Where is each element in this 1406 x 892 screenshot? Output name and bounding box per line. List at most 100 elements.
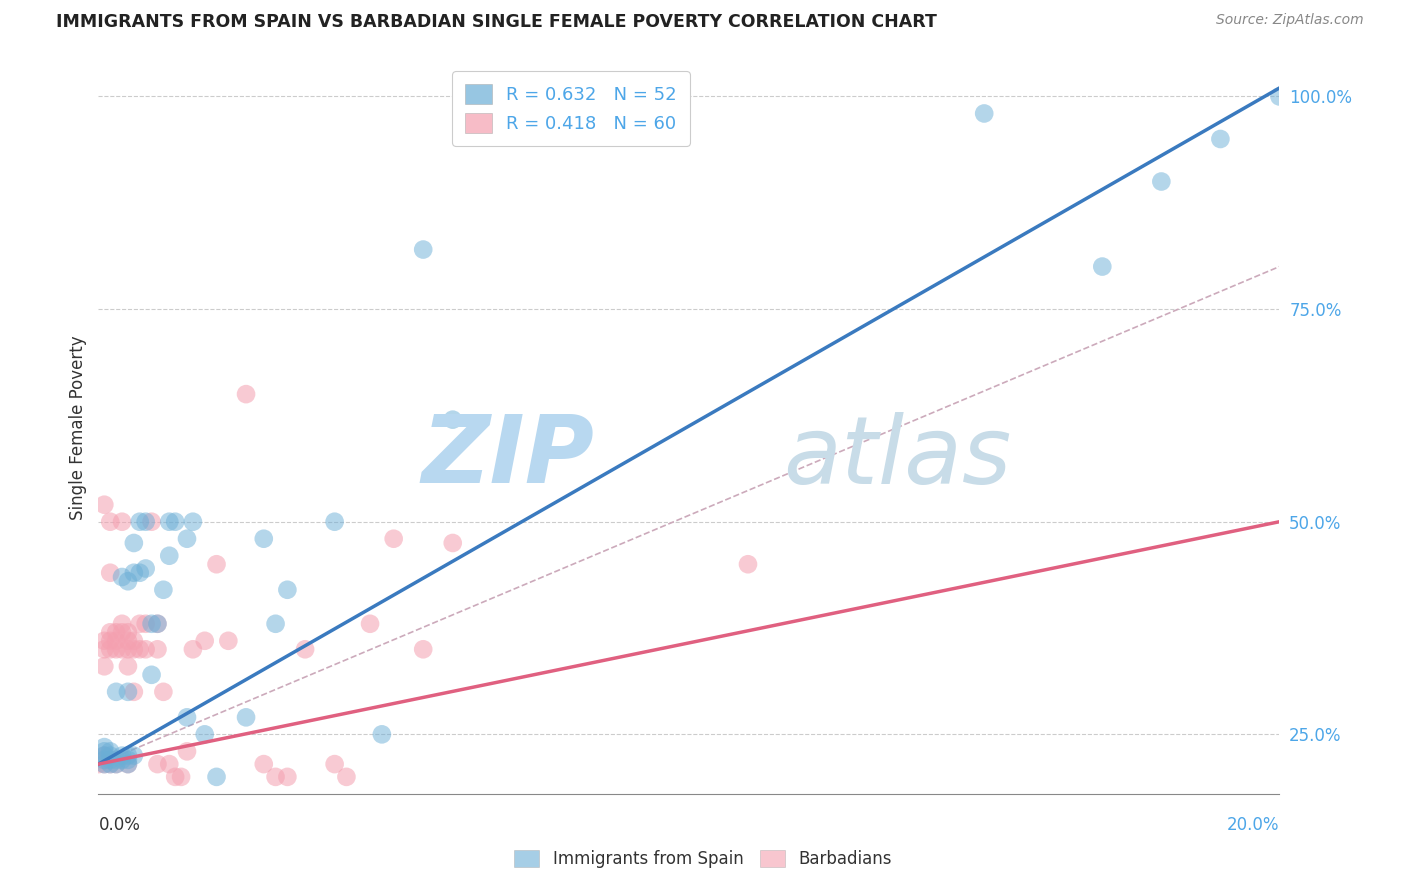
Point [98, 744, 121, 758]
Point [165, 770, 187, 784]
Point [371, 727, 394, 741]
Text: 20.0%: 20.0% [1227, 816, 1279, 834]
Point [98, 633, 121, 648]
Point [135, 642, 157, 657]
Point [93, 633, 115, 648]
Legend: Immigrants from Spain, Barbadians: Immigrants from Spain, Barbadians [508, 843, 898, 875]
Point [111, 515, 134, 529]
Point [105, 642, 128, 657]
Point [93, 757, 115, 772]
Point [117, 757, 139, 772]
Point [141, 616, 163, 631]
Point [117, 625, 139, 640]
Point [146, 616, 169, 631]
Point [111, 570, 134, 584]
Point [87, 757, 110, 772]
Point [217, 633, 239, 648]
Point [141, 668, 163, 682]
Point [412, 642, 434, 657]
Point [93, 748, 115, 763]
Point [87, 753, 110, 767]
Point [98, 642, 121, 657]
Point [205, 770, 228, 784]
Text: ZIP: ZIP [422, 411, 595, 503]
Point [105, 757, 128, 772]
Point [105, 753, 128, 767]
Point [1091, 260, 1114, 274]
Point [105, 633, 128, 648]
Point [264, 770, 287, 784]
Point [128, 642, 150, 657]
Point [98, 515, 121, 529]
Text: IMMIGRANTS FROM SPAIN VS BARBADIAN SINGLE FEMALE POVERTY CORRELATION CHART: IMMIGRANTS FROM SPAIN VS BARBADIAN SINGL… [56, 13, 938, 31]
Point [98, 748, 121, 763]
Point [98, 625, 121, 640]
Point [105, 757, 128, 772]
Point [152, 685, 174, 699]
Text: Source: ZipAtlas.com: Source: ZipAtlas.com [1216, 13, 1364, 28]
Point [93, 753, 115, 767]
Point [382, 532, 405, 546]
Point [111, 616, 134, 631]
Point [128, 616, 150, 631]
Point [253, 532, 276, 546]
Point [111, 625, 134, 640]
Point [176, 744, 198, 758]
Point [170, 770, 193, 784]
Point [973, 106, 995, 120]
Point [93, 659, 115, 673]
Point [128, 566, 150, 580]
Point [93, 744, 115, 758]
Point [294, 642, 316, 657]
Y-axis label: Single Female Poverty: Single Female Poverty [69, 336, 87, 520]
Point [181, 642, 204, 657]
Point [1209, 132, 1232, 146]
Point [98, 757, 121, 772]
Point [122, 566, 145, 580]
Point [146, 757, 169, 772]
Point [253, 757, 276, 772]
Point [135, 561, 157, 575]
Point [105, 625, 128, 640]
Point [117, 757, 139, 772]
Point [135, 616, 157, 631]
Text: atlas: atlas [783, 412, 1012, 503]
Point [117, 633, 139, 648]
Point [176, 532, 198, 546]
Point [98, 757, 121, 772]
Point [93, 753, 115, 767]
Point [165, 515, 187, 529]
Point [122, 536, 145, 550]
Point [117, 753, 139, 767]
Point [146, 642, 169, 657]
Point [105, 685, 128, 699]
Point [335, 770, 357, 784]
Point [146, 616, 169, 631]
Point [122, 748, 145, 763]
Text: 0.0%: 0.0% [98, 816, 141, 834]
Point [323, 515, 346, 529]
Point [111, 748, 134, 763]
Point [441, 412, 464, 426]
Point [93, 642, 115, 657]
Point [157, 757, 180, 772]
Point [235, 387, 257, 401]
Point [117, 574, 139, 589]
Point [117, 685, 139, 699]
Point [117, 642, 139, 657]
Point [93, 498, 115, 512]
Point [359, 616, 381, 631]
Point [323, 757, 346, 772]
Point [122, 685, 145, 699]
Point [98, 566, 121, 580]
Point [276, 582, 298, 597]
Legend: R = 0.632   N = 52, R = 0.418   N = 60: R = 0.632 N = 52, R = 0.418 N = 60 [453, 71, 689, 145]
Point [98, 753, 121, 767]
Point [135, 515, 157, 529]
Point [1150, 174, 1173, 188]
Point [128, 515, 150, 529]
Point [194, 633, 217, 648]
Point [412, 243, 434, 257]
Point [737, 558, 759, 572]
Point [441, 536, 464, 550]
